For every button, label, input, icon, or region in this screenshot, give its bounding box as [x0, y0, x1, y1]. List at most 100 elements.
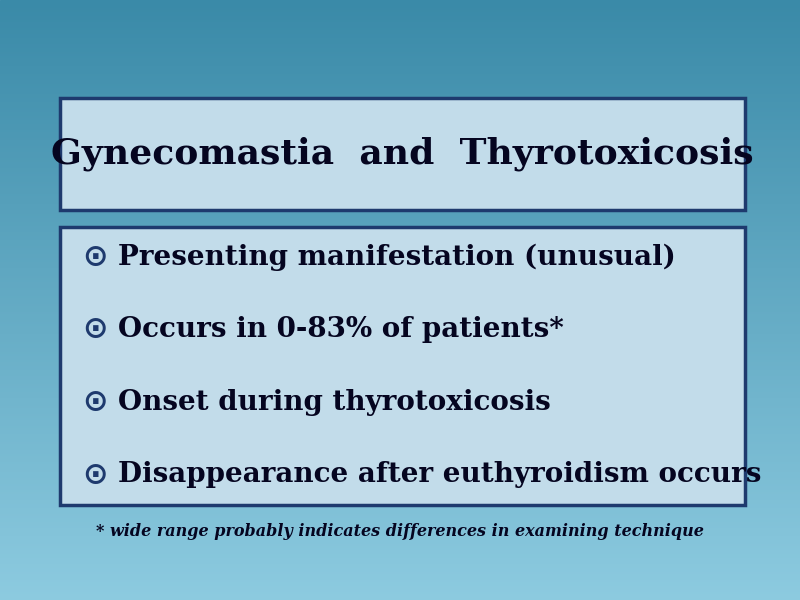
Bar [0, 258, 800, 260]
Bar [0, 580, 800, 582]
Bar [0, 544, 800, 546]
Bar [0, 300, 800, 302]
Bar [0, 236, 800, 238]
Bar [0, 534, 800, 536]
Bar [0, 4, 800, 6]
Bar [0, 368, 800, 370]
Bar [0, 124, 800, 126]
Bar [0, 432, 800, 434]
Bar [0, 424, 800, 426]
Bar [0, 224, 800, 226]
Bar [0, 492, 800, 494]
Bar [0, 290, 800, 292]
Bar [0, 168, 800, 170]
Bar [0, 186, 800, 188]
Bar [0, 280, 800, 282]
Bar [0, 496, 800, 498]
Bar [0, 54, 800, 56]
Bar [0, 200, 800, 202]
Bar [0, 216, 800, 218]
Bar [0, 356, 800, 358]
Text: Presenting manifestation (unusual): Presenting manifestation (unusual) [118, 244, 676, 271]
Bar [0, 12, 800, 14]
Bar [0, 82, 800, 84]
Bar [0, 466, 800, 468]
Bar [0, 316, 800, 318]
Bar [0, 134, 800, 136]
Bar [0, 240, 800, 242]
Bar [0, 540, 800, 542]
Bar [0, 542, 800, 544]
Bar [0, 42, 800, 44]
Bar [0, 462, 800, 464]
Bar [0, 220, 800, 222]
Bar [0, 388, 800, 390]
Bar [0, 458, 800, 460]
Bar [0, 210, 800, 212]
Bar [0, 576, 800, 578]
Bar [0, 558, 800, 560]
Bar [0, 46, 800, 48]
Bar [0, 590, 800, 592]
Bar [0, 348, 800, 350]
Bar [0, 596, 800, 598]
Bar [0, 234, 800, 236]
Bar [0, 552, 800, 554]
Bar [0, 446, 800, 448]
Bar [0, 344, 800, 346]
Bar [0, 304, 800, 306]
Bar [0, 508, 800, 510]
Bar [0, 136, 800, 138]
Bar [0, 518, 800, 520]
Bar [0, 342, 800, 344]
Bar [0, 24, 800, 26]
Bar [0, 230, 800, 232]
Bar [0, 536, 800, 538]
Bar [0, 276, 800, 278]
Bar [0, 402, 800, 404]
Bar [0, 264, 800, 266]
Bar [0, 376, 800, 378]
Bar [0, 72, 800, 74]
Bar [0, 510, 800, 512]
Bar [0, 554, 800, 556]
Bar [0, 456, 800, 458]
Bar [0, 598, 800, 600]
Bar [0, 180, 800, 182]
Bar [0, 360, 800, 362]
Bar [0, 50, 800, 52]
Bar [0, 340, 800, 342]
Bar [0, 390, 800, 392]
Bar [0, 40, 800, 42]
Bar [0, 94, 800, 96]
Bar [0, 48, 800, 50]
Bar [0, 530, 800, 532]
Bar [0, 102, 800, 104]
Text: ⊙: ⊙ [82, 461, 107, 490]
Bar [0, 416, 800, 418]
Bar [0, 372, 800, 374]
Bar [0, 404, 800, 406]
Bar [0, 550, 800, 552]
Bar [0, 396, 800, 398]
Bar [0, 548, 800, 550]
Bar [0, 302, 800, 304]
Bar [0, 444, 800, 446]
Bar [0, 228, 800, 230]
Bar [0, 182, 800, 184]
Bar [0, 16, 800, 18]
Bar [0, 138, 800, 140]
Bar [0, 38, 800, 40]
Bar [0, 526, 800, 528]
Bar [0, 242, 800, 244]
Bar [0, 284, 800, 286]
Bar [0, 60, 800, 62]
Bar [0, 184, 800, 186]
Bar [0, 484, 800, 486]
Bar [0, 254, 800, 256]
Text: ⊙: ⊙ [82, 242, 107, 271]
Bar [0, 20, 800, 22]
Bar [0, 202, 800, 204]
Bar [0, 92, 800, 94]
Bar [0, 212, 800, 214]
